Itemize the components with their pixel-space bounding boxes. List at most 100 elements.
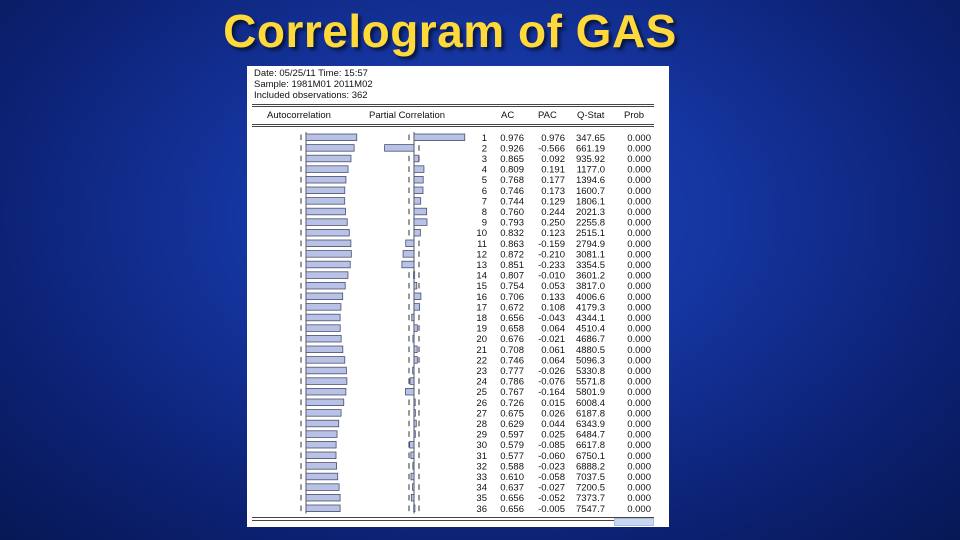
qstat-value: 6484.7 [576, 430, 605, 441]
qstat-value: 5571.8 [576, 377, 605, 388]
qstat-value: 1177.0 [577, 165, 605, 176]
ac-value: 0.656 [500, 504, 524, 515]
qstat-value: 2255.8 [576, 218, 605, 229]
ac-bar [305, 483, 340, 491]
pac-value: 0.108 [541, 302, 565, 313]
ac-bar [305, 133, 358, 141]
prob-value: 0.000 [627, 281, 651, 292]
qstat-value: 4344.1 [576, 313, 605, 324]
ac-value: 0.767 [500, 387, 524, 398]
qstat-value: 1600.7 [576, 186, 605, 197]
pac-bar [413, 176, 424, 184]
prob-value: 0.000 [627, 154, 651, 165]
ac-bar [305, 440, 337, 449]
qstat-value: 6617.8 [576, 440, 605, 451]
pac-bar [413, 133, 466, 141]
pac-bar [401, 260, 415, 269]
lag-value: 21 [476, 345, 487, 356]
pac-value: -0.027 [538, 483, 565, 494]
qstat-value: 7373.7 [576, 493, 605, 504]
pac-bar [412, 334, 415, 343]
lag-value: 36 [476, 504, 487, 515]
lag-value: 18 [476, 313, 487, 324]
pac-value: -0.058 [538, 472, 565, 483]
lag-value: 15 [476, 281, 487, 292]
ac-bar [305, 324, 341, 332]
ac-value: 0.706 [500, 292, 524, 303]
qstat-value: 4880.5 [576, 345, 605, 356]
header-rule [252, 124, 654, 125]
qstat-value: 6343.9 [576, 419, 605, 430]
pac-bar [413, 281, 418, 290]
qstat-value: 4006.6 [576, 292, 605, 303]
pac-value: 0.173 [541, 186, 565, 197]
ac-bar [305, 239, 352, 247]
scrollbar-thumb[interactable] [614, 518, 654, 526]
lag-value: 7 [482, 196, 487, 207]
qstat-value: 7200.5 [576, 483, 605, 494]
col-pac: PAC [538, 110, 557, 121]
pac-bar [402, 250, 415, 258]
ac-bar [305, 260, 351, 269]
pac-bar [384, 144, 415, 152]
prob-value: 0.000 [627, 366, 651, 377]
ac-bar [305, 387, 347, 396]
ac-bar [305, 451, 337, 459]
ac-bar [305, 197, 346, 205]
ac-bar [305, 377, 348, 385]
ac-bar [305, 334, 342, 343]
ac-bar [305, 472, 339, 481]
ac-value: 0.610 [500, 472, 524, 483]
qstat-value: 4510.4 [576, 324, 605, 335]
pac-value: -0.076 [538, 377, 565, 388]
pac-value: 0.026 [541, 408, 565, 419]
pac-bar [413, 419, 417, 428]
pac-value: -0.233 [538, 260, 565, 271]
bottom-rule [252, 517, 654, 518]
qstat-value: 1806.1 [576, 196, 605, 207]
pac-bar [410, 493, 415, 502]
col-qstat: Q-Stat [577, 110, 605, 121]
ac-bar [305, 303, 342, 311]
ac-bar [305, 366, 347, 375]
pac-value: -0.021 [538, 334, 565, 345]
ac-value: 0.708 [500, 345, 524, 356]
prob-value: 0.000 [627, 504, 651, 515]
pac-value: -0.085 [538, 440, 565, 451]
prob-value: 0.000 [627, 472, 651, 483]
pac-bar [411, 313, 415, 322]
pac-value: -0.210 [538, 249, 565, 260]
lag-value: 19 [476, 324, 487, 335]
ac-value: 0.872 [500, 249, 524, 260]
col-autocorrelation: Autocorrelation [267, 110, 331, 121]
ac-value: 0.809 [500, 165, 524, 176]
pac-value: -0.060 [538, 451, 565, 462]
ac-value: 0.676 [500, 334, 524, 345]
qstat-value: 4686.7 [576, 334, 605, 345]
prob-value: 0.000 [627, 355, 651, 366]
lag-value: 17 [476, 302, 487, 313]
lag-value: 29 [476, 430, 487, 441]
lag-value: 34 [476, 483, 487, 494]
lag-value: 28 [476, 419, 487, 430]
header-date: Date: 05/25/11 Time: 15:57 [254, 68, 368, 79]
lag-value: 27 [476, 408, 487, 419]
pac-value: -0.005 [538, 504, 565, 515]
pac-value: 0.133 [541, 292, 565, 303]
pac-bar [413, 228, 421, 237]
qstat-value: 3601.2 [576, 271, 605, 282]
qstat-value: 5801.9 [576, 387, 605, 398]
ac-value: 0.726 [500, 398, 524, 409]
ac-value: 0.658 [500, 324, 524, 335]
ac-bar [305, 356, 346, 364]
ac-bar [305, 493, 341, 502]
lag-value: 20 [476, 334, 487, 345]
pac-bar [413, 207, 428, 216]
ac-bar [305, 313, 341, 322]
ac-value: 0.832 [500, 228, 524, 239]
ac-bar [305, 218, 348, 226]
pac-bar [413, 165, 425, 173]
prob-value: 0.000 [627, 271, 651, 282]
qstat-value: 2021.3 [576, 207, 605, 218]
ac-value: 0.579 [500, 440, 524, 451]
